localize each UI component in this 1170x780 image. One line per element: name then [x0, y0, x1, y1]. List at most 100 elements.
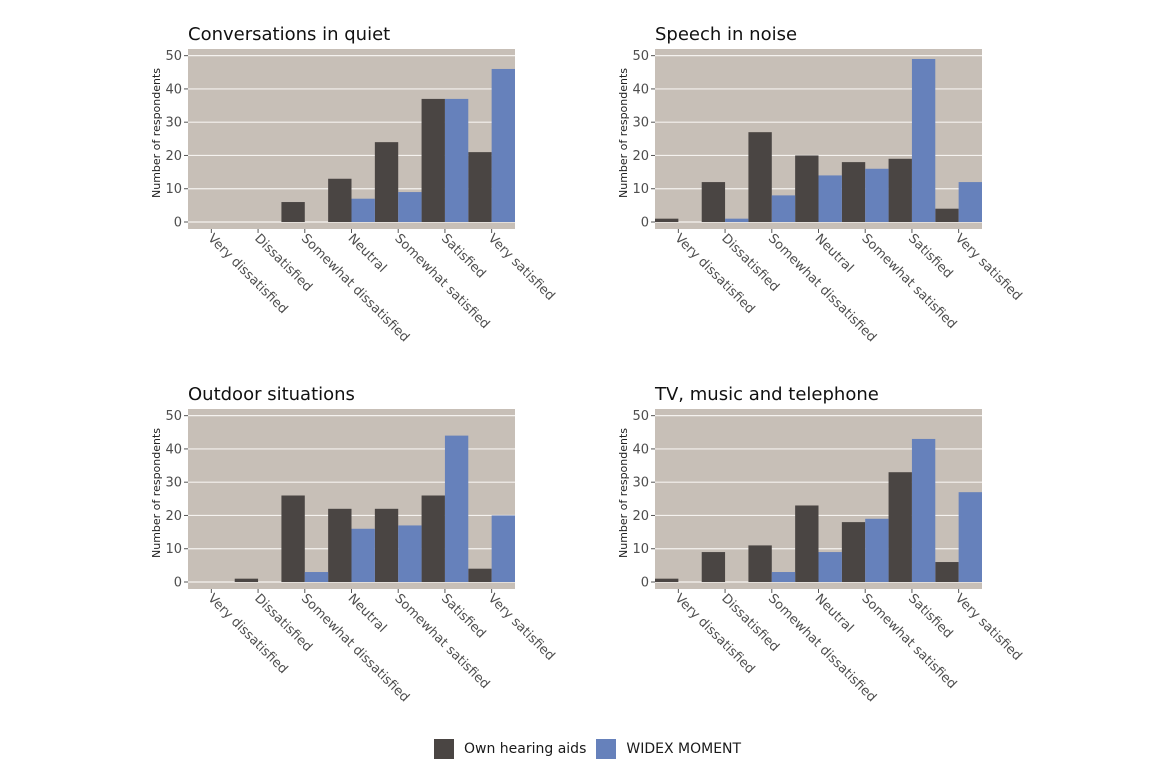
- bar-own-hearing-aids: [935, 208, 959, 222]
- panel-outdoor-situations: Outdoor situations 0 10 20 30 40 50 Number of …: [150, 360, 570, 705]
- y-tick-label: 40: [165, 82, 182, 97]
- chart-title: Conversations in quiet: [188, 24, 391, 45]
- bar-widex-moment: [958, 492, 982, 582]
- y-tick-label: 20: [632, 509, 649, 524]
- bar-own-hearing-aids: [841, 522, 866, 582]
- x-tick-label: Neutral: [812, 591, 857, 636]
- bar-widex-moment: [398, 525, 422, 582]
- bar-own-hearing-aids: [655, 578, 679, 582]
- y-tick-label: 50: [165, 49, 182, 64]
- bar-widex-moment: [818, 175, 842, 222]
- y-tick-label: 10: [165, 542, 182, 557]
- y-axis-label: Number of respondents: [617, 68, 630, 198]
- bar-widex-moment: [725, 218, 749, 222]
- x-tick-label: Very dissatisfied: [205, 231, 291, 317]
- bar-widex-moment: [865, 168, 889, 222]
- x-tick-label: Very satisfied: [952, 591, 1025, 664]
- bar-own-hearing-aids: [888, 472, 912, 582]
- bar-widex-moment: [911, 58, 936, 222]
- y-tick-label: 0: [174, 576, 182, 591]
- bar-widex-moment: [351, 198, 375, 222]
- bar-own-hearing-aids: [701, 552, 726, 582]
- y-tick-label: 40: [632, 82, 649, 97]
- chart-title: TV, music and telephone: [655, 384, 879, 405]
- x-tick-label: Neutral: [345, 231, 390, 276]
- bar-own-hearing-aids: [468, 568, 492, 582]
- legend-item-own-hearing-aids: Own hearing aids: [434, 739, 586, 759]
- x-tick-label: Neutral: [345, 591, 390, 636]
- y-tick-label: 40: [632, 442, 649, 457]
- y-tick-label: 20: [165, 509, 182, 524]
- bar-widex-moment: [304, 572, 329, 582]
- y-tick-label: 50: [632, 49, 649, 64]
- y-tick-label: 20: [165, 149, 182, 164]
- y-axis-label: Number of respondents: [150, 428, 163, 558]
- bar-widex-moment: [491, 68, 515, 222]
- bar-widex-moment: [958, 182, 982, 222]
- bar-widex-moment: [444, 435, 469, 582]
- bar-own-hearing-aids: [888, 158, 912, 222]
- bar-own-hearing-aids: [468, 152, 492, 222]
- bar-own-hearing-aids: [281, 495, 305, 582]
- bar-own-hearing-aids: [841, 162, 866, 222]
- x-tick-label: Very dissatisfied: [672, 231, 758, 317]
- bar-widex-moment: [911, 438, 936, 582]
- bar-own-hearing-aids: [701, 182, 726, 222]
- bar-own-hearing-aids: [234, 578, 259, 582]
- bar-own-hearing-aids: [374, 508, 399, 582]
- bar-own-hearing-aids: [935, 562, 959, 582]
- y-tick-label: 50: [165, 409, 182, 424]
- bar-own-hearing-aids: [421, 495, 445, 582]
- y-tick-label: 0: [174, 216, 182, 231]
- y-tick-label: 0: [641, 216, 649, 231]
- y-axis-label: Number of respondents: [150, 68, 163, 198]
- bar-own-hearing-aids: [374, 142, 399, 222]
- legend-label: WIDEX MOMENT: [626, 741, 742, 757]
- y-tick-label: 10: [165, 182, 182, 197]
- bar-widex-moment: [491, 515, 515, 582]
- bar-own-hearing-aids: [421, 98, 445, 222]
- bar-widex-moment: [351, 528, 375, 582]
- legend-item-widex-moment: WIDEX MOMENT: [596, 739, 741, 759]
- y-tick-label: 20: [632, 149, 649, 164]
- panel-conversations-in-quiet: Conversations in quiet 0 10 20 30 40 50 Number…: [150, 0, 570, 345]
- legend-swatch-own: [434, 739, 454, 759]
- bar-own-hearing-aids: [281, 202, 305, 222]
- bar-own-hearing-aids: [748, 545, 772, 582]
- y-tick-label: 30: [632, 476, 649, 491]
- x-tick-label: Very satisfied: [952, 231, 1025, 304]
- x-tick-label: Neutral: [812, 231, 857, 276]
- y-tick-label: 40: [165, 442, 182, 457]
- chart-title: Outdoor situations: [188, 384, 355, 405]
- x-tick-label: Very satisfied: [485, 231, 558, 304]
- legend: Own hearing aids WIDEX MOMENT: [434, 738, 751, 760]
- y-tick-label: 30: [165, 476, 182, 491]
- y-tick-label: 10: [632, 542, 649, 557]
- legend-label: Own hearing aids: [464, 741, 587, 757]
- y-axis-label: Number of respondents: [617, 428, 630, 558]
- x-tick-label: Somewhat satisfied: [858, 231, 959, 332]
- bar-own-hearing-aids: [655, 218, 679, 222]
- panel-tv-music-telephone: TV, music and telephone 0 10 20 30 40 50 Numbe…: [617, 360, 1037, 705]
- x-tick-label: Very dissatisfied: [672, 591, 758, 677]
- y-tick-label: 0: [641, 576, 649, 591]
- bar-own-hearing-aids: [795, 505, 819, 582]
- bar-own-hearing-aids: [795, 155, 819, 222]
- y-tick-label: 50: [632, 409, 649, 424]
- legend-swatch-widex: [596, 739, 617, 759]
- bar-widex-moment: [771, 195, 796, 222]
- bar-own-hearing-aids: [328, 178, 352, 222]
- bar-widex-moment: [444, 98, 469, 222]
- y-tick-label: 30: [165, 116, 182, 131]
- panel-speech-in-noise: Speech in noise 0 10 20 30 40 50 Number of res…: [617, 0, 1037, 345]
- bar-widex-moment: [771, 572, 796, 582]
- x-tick-label: Somewhat satisfied: [391, 231, 492, 332]
- x-tick-label: Somewhat satisfied: [391, 591, 492, 692]
- bar-own-hearing-aids: [748, 132, 772, 222]
- chart-title: Speech in noise: [655, 24, 798, 45]
- bar-own-hearing-aids: [328, 508, 352, 582]
